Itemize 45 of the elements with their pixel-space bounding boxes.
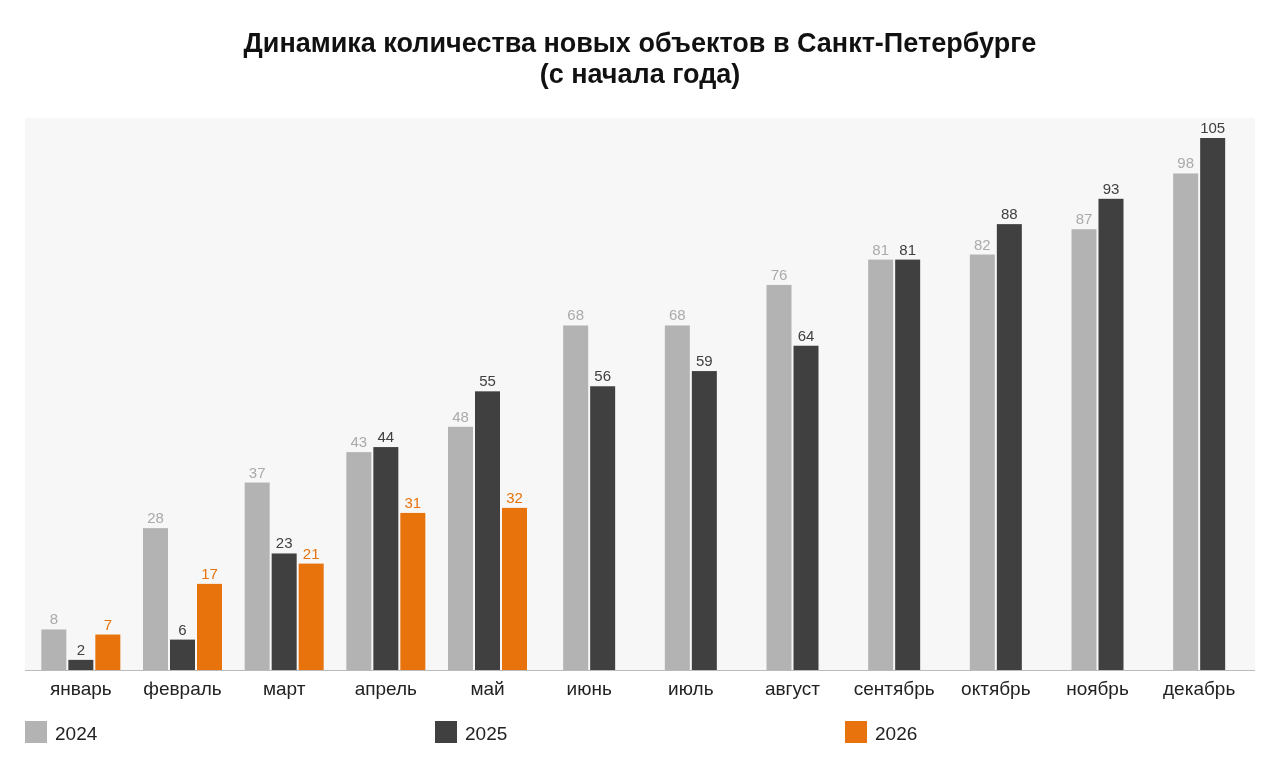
data-label: 87 bbox=[1075, 210, 1093, 228]
legend-label: 2026 bbox=[875, 723, 918, 744]
data-label: 64 bbox=[797, 326, 815, 344]
data-label: 2 bbox=[76, 640, 86, 658]
legend-label: 2024 bbox=[55, 723, 98, 744]
legend-label: 2025 bbox=[465, 723, 508, 744]
x-tick-label: февраль bbox=[143, 678, 222, 699]
data-label: 6 bbox=[178, 620, 187, 638]
data-label: 37 bbox=[248, 463, 266, 481]
x-tick-label: сентябрь bbox=[853, 678, 935, 699]
data-label: 17 bbox=[201, 564, 218, 582]
data-label: 48 bbox=[452, 407, 469, 425]
x-tick-label: октябрь bbox=[961, 678, 1031, 699]
data-label: 59 bbox=[695, 352, 713, 370]
data-label: 93 bbox=[1102, 179, 1120, 197]
x-tick-label: июнь bbox=[566, 678, 612, 699]
x-tick-label: август bbox=[764, 678, 821, 699]
data-label: 21 bbox=[302, 544, 320, 562]
x-tick-label: январь bbox=[49, 678, 112, 699]
data-label: 28 bbox=[147, 509, 164, 527]
data-label: 98 bbox=[1177, 154, 1195, 172]
data-label: 56 bbox=[594, 367, 612, 385]
data-label: 82 bbox=[973, 235, 991, 253]
data-label: 68 bbox=[567, 306, 585, 324]
data-label: 8 bbox=[49, 610, 59, 628]
data-label: 7 bbox=[103, 615, 113, 633]
data-label: 32 bbox=[506, 488, 523, 506]
data-label: 81 bbox=[899, 240, 917, 258]
data-label: 81 bbox=[872, 240, 890, 258]
data-label: 23 bbox=[275, 534, 293, 552]
x-tick-label: ноябрь bbox=[1066, 678, 1129, 699]
x-tick-label: март bbox=[262, 678, 306, 699]
data-label: 44 bbox=[377, 428, 395, 446]
data-label: 88 bbox=[1000, 205, 1018, 223]
chart-title: Динамика количества новых объектов в Санкт-Петербурге (с начала года) bbox=[243, 28, 1037, 89]
data-label: 76 bbox=[770, 265, 788, 283]
data-label: 68 bbox=[668, 306, 686, 324]
x-tick-label: июль bbox=[668, 678, 714, 699]
data-label: 105 bbox=[1200, 119, 1226, 136]
data-label: 31 bbox=[404, 493, 422, 511]
x-tick-label: декабрь bbox=[1163, 678, 1236, 699]
data-label: 55 bbox=[479, 372, 496, 390]
data-label: 43 bbox=[350, 433, 368, 451]
x-tick-label: май bbox=[470, 678, 505, 699]
x-tick-label: апрель bbox=[354, 678, 418, 699]
